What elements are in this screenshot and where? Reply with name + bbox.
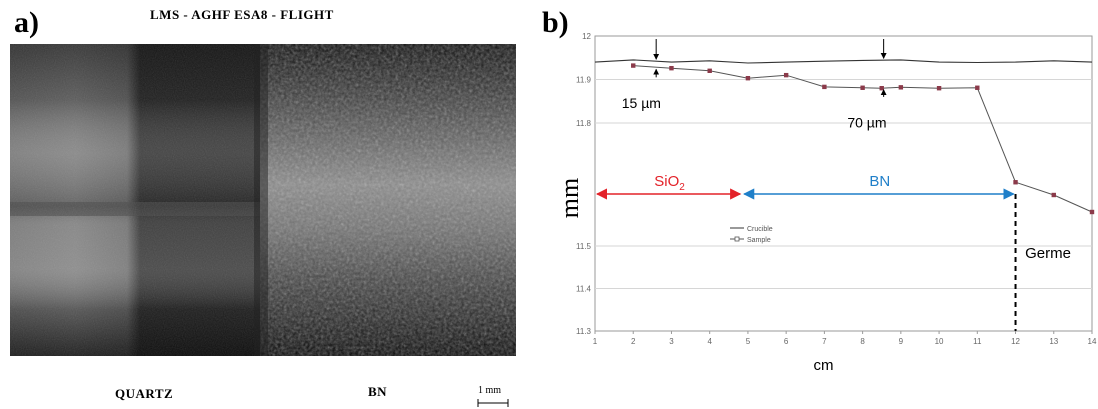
- x-tick-label: 12: [1011, 337, 1020, 346]
- sample-marker: [783, 72, 789, 78]
- x-tick-label: 11: [973, 337, 982, 346]
- x-tick-label: 13: [1049, 337, 1058, 346]
- y-tick-label: 12: [582, 32, 591, 41]
- sample-marker: [860, 85, 865, 90]
- sample-marker: [879, 86, 884, 91]
- legend-crucible-label: Crucible: [747, 226, 773, 233]
- x-tick-label: 9: [899, 337, 904, 346]
- legend-sample-marker: [734, 236, 740, 242]
- x-tick-label: 7: [822, 337, 827, 346]
- sample-marker: [669, 65, 674, 71]
- crucible-line: [594, 59, 1093, 64]
- sample-marker: [707, 68, 712, 73]
- gap-label-left: 15 µm: [622, 95, 661, 111]
- sample-marker: [1089, 209, 1095, 215]
- y-axis-label: mm: [560, 178, 584, 218]
- panel-a-label: a): [14, 6, 39, 39]
- sample-marker: [975, 85, 980, 90]
- x-tick-label: 2: [631, 337, 636, 346]
- sample-marker: [631, 63, 636, 68]
- photo-left-label: QUARTZ: [115, 386, 174, 401]
- sample-marker: [936, 86, 942, 91]
- scale-bar-label: 1 mm: [478, 385, 502, 396]
- sample-line: [633, 65, 1093, 213]
- sample-marker: [745, 75, 751, 81]
- micrograph-image: [10, 44, 516, 356]
- chart-annotations: 15 µm 70 µm SiO2 BN Germe Crucible Sample: [595, 39, 1071, 331]
- y-tick-label: 11.9: [576, 76, 592, 85]
- photo-header: LMS - AGHF ESA8 - FLIGHT: [150, 7, 334, 22]
- gap-label-right: 70 µm: [847, 114, 886, 130]
- y-tick-label: 11.3: [576, 327, 592, 336]
- x-tick-label: 4: [707, 337, 712, 346]
- x-tick-label: 3: [669, 337, 674, 346]
- bn-region-label: BN: [869, 173, 890, 190]
- germe-label: Germe: [1025, 245, 1071, 262]
- sample-marker: [1051, 192, 1056, 198]
- photo-right-label: BN: [368, 384, 388, 399]
- sio2-region-subscript: 2: [679, 182, 685, 193]
- x-tick-label: 10: [935, 337, 944, 346]
- x-tick-label: 1: [593, 337, 598, 346]
- plot-frame: [594, 35, 1093, 332]
- x-tick-label: 6: [784, 337, 789, 346]
- sio2-region-label: SiO2: [654, 173, 685, 193]
- x-tick-label: 5: [746, 337, 751, 346]
- panel-b-label: b): [542, 6, 569, 39]
- x-axis-label: cm: [814, 357, 834, 374]
- y-tick-label: 11.8: [576, 119, 592, 128]
- scale-bar: [477, 399, 509, 407]
- x-tick-label: 14: [1088, 337, 1097, 346]
- sample-marker: [898, 85, 904, 90]
- y-tick-label: 11.5: [576, 242, 592, 251]
- y-tick-label: 11.4: [576, 285, 592, 294]
- micrograph-photo: [10, 44, 516, 356]
- legend-sample-label: Sample: [747, 237, 771, 244]
- x-tick-label: 8: [860, 337, 865, 346]
- sample-marker: [822, 84, 827, 90]
- chart-series: [594, 59, 1095, 215]
- sample-marker: [1013, 180, 1018, 185]
